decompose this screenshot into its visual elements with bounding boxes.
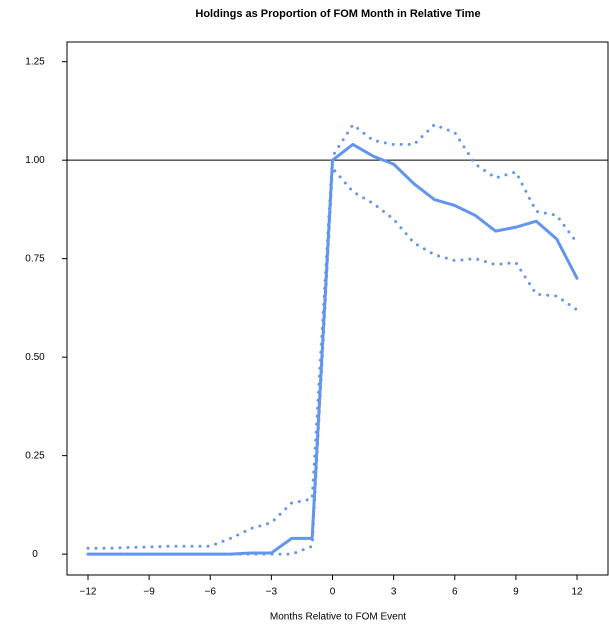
x-tick-label: −6 (205, 587, 217, 598)
y-tick-label: 0.25 (25, 450, 45, 461)
x-tick-label: 6 (452, 587, 458, 598)
mean-line (86, 142, 579, 556)
x-tick-label: −12 (80, 587, 97, 598)
plot-frame (66, 41, 609, 576)
y-tick-label: 0.75 (25, 253, 45, 264)
y-tick-label: 0 (32, 549, 38, 560)
x-tick-label: −9 (143, 587, 155, 598)
y-tick-label: 1.00 (25, 155, 45, 166)
x-axis-label: Months Relative to FOM Event (270, 612, 406, 623)
x-tick-label: 0 (330, 587, 336, 598)
x-tick-label: 3 (391, 587, 397, 598)
band-line (86, 166, 579, 556)
x-tick-label: −3 (266, 587, 278, 598)
y-tick-label: 0.50 (25, 352, 45, 363)
chart-title: Holdings as Proportion of FOM Month in R… (195, 8, 480, 20)
y-tick-label: 1.25 (25, 56, 45, 67)
x-tick-label: 9 (513, 587, 519, 598)
x-tick-label: 12 (571, 587, 583, 598)
